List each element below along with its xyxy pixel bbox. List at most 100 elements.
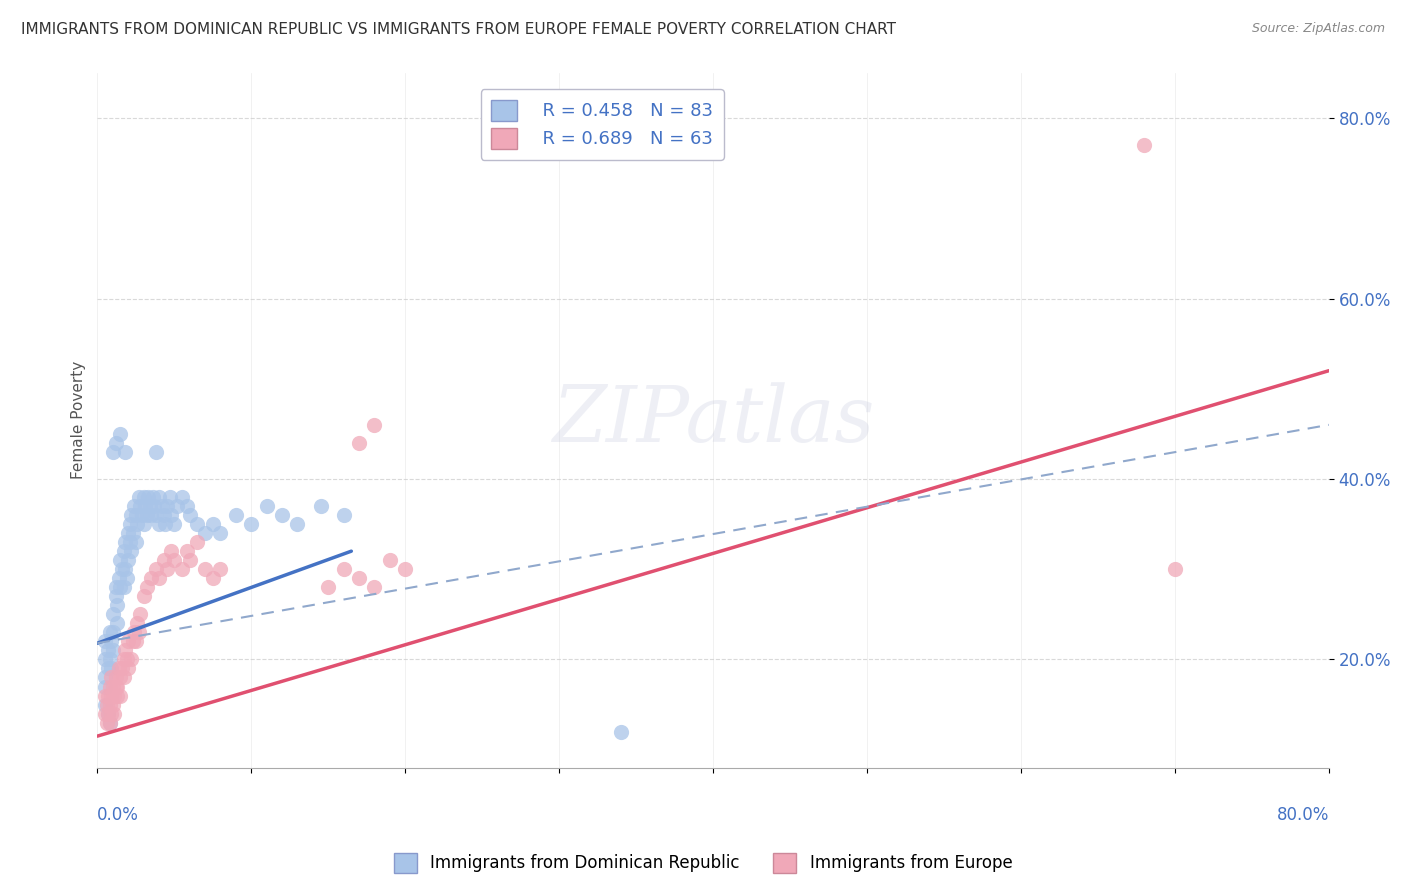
Point bbox=[105, 680, 128, 694]
Point bbox=[363, 417, 385, 432]
Point bbox=[186, 535, 208, 549]
Point bbox=[125, 508, 148, 522]
Point bbox=[152, 553, 174, 567]
Point bbox=[117, 553, 139, 567]
Point bbox=[114, 643, 136, 657]
Point bbox=[194, 562, 217, 576]
Point bbox=[170, 562, 193, 576]
Point bbox=[156, 499, 179, 513]
Point bbox=[94, 680, 117, 694]
Point bbox=[132, 517, 155, 532]
Point bbox=[148, 571, 170, 585]
Point bbox=[138, 499, 160, 513]
Point bbox=[142, 490, 165, 504]
Point bbox=[108, 571, 131, 585]
Point bbox=[163, 553, 186, 567]
Point bbox=[363, 580, 385, 594]
Point bbox=[159, 490, 181, 504]
Point bbox=[145, 562, 167, 576]
Point bbox=[145, 445, 167, 459]
Point bbox=[201, 571, 224, 585]
Point bbox=[121, 634, 143, 648]
Point bbox=[120, 544, 142, 558]
Point bbox=[128, 490, 150, 504]
Point bbox=[132, 589, 155, 603]
Point bbox=[287, 517, 309, 532]
Point bbox=[153, 517, 176, 532]
Point bbox=[176, 544, 198, 558]
Point bbox=[120, 652, 142, 666]
Point bbox=[98, 715, 121, 730]
Point bbox=[108, 661, 131, 675]
Point bbox=[97, 689, 120, 703]
Point bbox=[98, 715, 121, 730]
Point bbox=[166, 499, 188, 513]
Point bbox=[163, 517, 186, 532]
Point bbox=[148, 490, 170, 504]
Point bbox=[100, 661, 122, 675]
Point bbox=[103, 689, 125, 703]
Y-axis label: Female Poverty: Female Poverty bbox=[72, 361, 86, 480]
Point bbox=[104, 671, 127, 685]
Point bbox=[101, 680, 124, 694]
Point bbox=[111, 562, 134, 576]
Point bbox=[94, 634, 117, 648]
Point bbox=[152, 508, 174, 522]
Point bbox=[105, 689, 128, 703]
Point bbox=[94, 706, 117, 721]
Legend:   R = 0.458   N = 83,   R = 0.689   N = 63: R = 0.458 N = 83, R = 0.689 N = 63 bbox=[481, 89, 724, 160]
Point bbox=[94, 652, 117, 666]
Point bbox=[96, 715, 118, 730]
Point bbox=[201, 517, 224, 532]
Text: IMMIGRANTS FROM DOMINICAN REPUBLIC VS IMMIGRANTS FROM EUROPE FEMALE POVERTY CORR: IMMIGRANTS FROM DOMINICAN REPUBLIC VS IM… bbox=[21, 22, 896, 37]
Point bbox=[110, 671, 132, 685]
Point bbox=[110, 580, 132, 594]
Point bbox=[100, 671, 122, 685]
Point bbox=[112, 580, 135, 594]
Point bbox=[179, 508, 201, 522]
Point bbox=[129, 607, 152, 622]
Point bbox=[148, 517, 170, 532]
Text: Source: ZipAtlas.com: Source: ZipAtlas.com bbox=[1251, 22, 1385, 36]
Point bbox=[394, 562, 416, 576]
Point bbox=[104, 436, 127, 450]
Point bbox=[141, 571, 163, 585]
Point bbox=[316, 580, 339, 594]
Point bbox=[117, 634, 139, 648]
Point bbox=[347, 571, 370, 585]
Point bbox=[194, 526, 217, 541]
Point bbox=[105, 616, 128, 631]
Point bbox=[121, 526, 143, 541]
Point bbox=[332, 562, 354, 576]
Point bbox=[176, 499, 198, 513]
Point bbox=[118, 517, 141, 532]
Point bbox=[115, 652, 138, 666]
Point bbox=[240, 517, 263, 532]
Point bbox=[131, 508, 153, 522]
Point bbox=[117, 526, 139, 541]
Point bbox=[124, 499, 146, 513]
Point bbox=[143, 499, 166, 513]
Point bbox=[141, 508, 163, 522]
Point bbox=[101, 607, 124, 622]
Point bbox=[256, 499, 278, 513]
Point bbox=[136, 490, 159, 504]
Point bbox=[378, 553, 401, 567]
Point bbox=[98, 652, 121, 666]
Point bbox=[94, 671, 117, 685]
Point bbox=[104, 680, 127, 694]
Point bbox=[97, 706, 120, 721]
Point bbox=[124, 625, 146, 640]
Point bbox=[110, 426, 132, 441]
Point bbox=[132, 490, 155, 504]
Point bbox=[156, 562, 179, 576]
Point bbox=[347, 436, 370, 450]
Point bbox=[98, 625, 121, 640]
Point bbox=[186, 517, 208, 532]
Point bbox=[101, 445, 124, 459]
Point bbox=[125, 634, 148, 648]
Point bbox=[118, 535, 141, 549]
Point bbox=[120, 508, 142, 522]
Legend: Immigrants from Dominican Republic, Immigrants from Europe: Immigrants from Dominican Republic, Immi… bbox=[387, 847, 1019, 880]
Point bbox=[100, 634, 122, 648]
